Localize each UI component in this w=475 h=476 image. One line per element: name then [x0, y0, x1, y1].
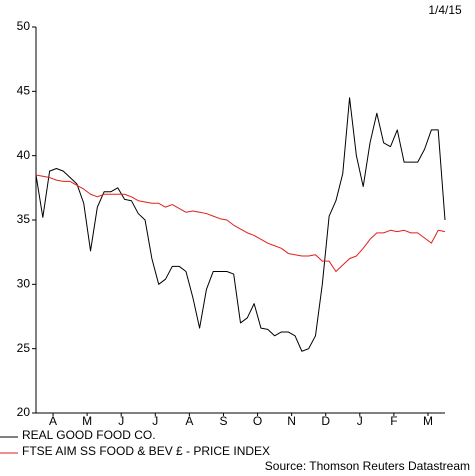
- series-line: [35, 97, 446, 352]
- y-tick-label: 35: [17, 212, 31, 226]
- y-tick-label: 20: [17, 405, 31, 419]
- x-tick-label: N: [287, 414, 296, 428]
- y-tick-label: 50: [17, 19, 31, 33]
- x-tick-label: M: [423, 414, 433, 428]
- x-tick-label: S: [219, 414, 227, 428]
- x-tick-label: F: [390, 414, 397, 428]
- y-tick-label: 45: [17, 84, 31, 98]
- x-tick-label: O: [253, 414, 262, 428]
- x-tick-label: A: [185, 414, 193, 428]
- x-tick-label: D: [321, 414, 330, 428]
- x-tick-label: J: [152, 414, 158, 428]
- x-tick-label: J: [118, 414, 124, 428]
- legend-label: FTSE AIM SS FOOD & BEV £ - PRICE INDEX: [22, 444, 270, 458]
- x-tick-label: J: [357, 414, 363, 428]
- y-tick-label: 30: [17, 277, 31, 291]
- legend-label: REAL GOOD FOOD CO.: [22, 428, 156, 442]
- y-tick-label: 25: [17, 341, 31, 355]
- series-line: [35, 174, 446, 272]
- x-tick-label: A: [49, 414, 57, 428]
- x-tick-label: M: [82, 414, 92, 428]
- y-tick-label: 40: [17, 148, 31, 162]
- date-label: 1/4/15: [428, 3, 462, 17]
- source-note: Source: Thomson Reuters Datastream: [265, 459, 470, 473]
